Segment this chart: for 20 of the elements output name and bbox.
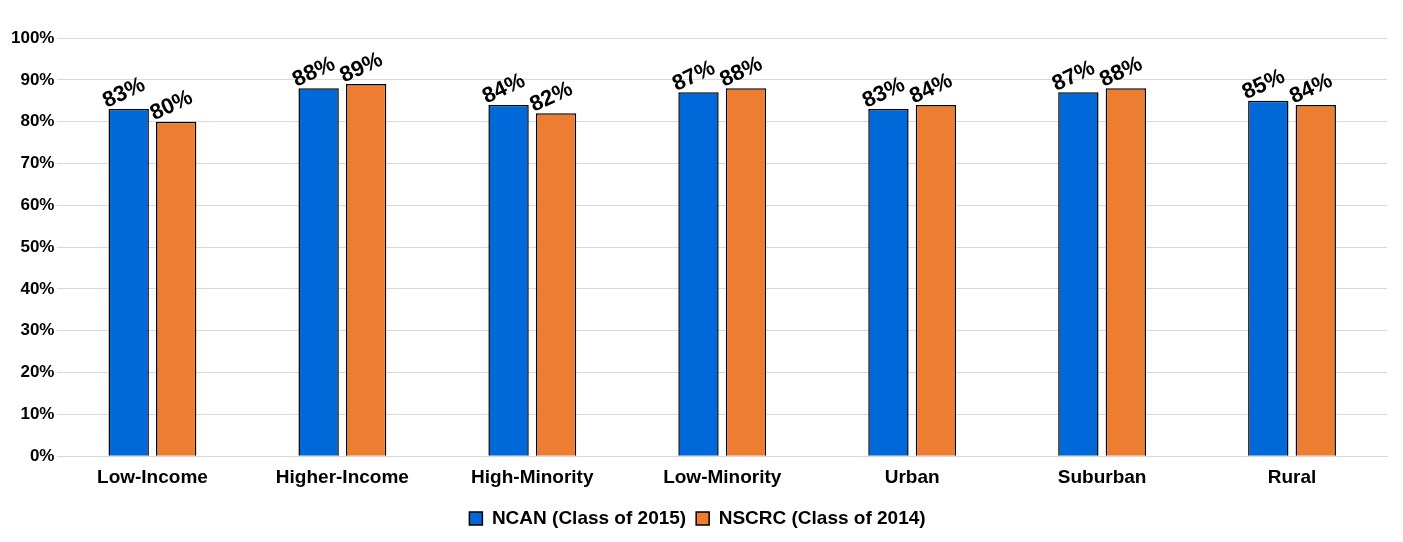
x-tick-label: Low-Minority [663,465,782,487]
x-tick-label: Rural [1267,465,1317,487]
y-tick-label: 80% [20,111,55,131]
x-tick-label: Low-Income [97,465,208,487]
y-tick-label: 100% [11,27,55,47]
y-tick-label: 60% [20,194,55,214]
legend-label: NSCRC (Class of 2014) [718,506,926,528]
x-tick-label: High-Minority [471,465,594,487]
legend-label: NCAN (Class of 2015) [491,506,687,528]
y-tick-label: 90% [20,69,55,89]
y-tick-label: 30% [20,320,55,340]
y-tick-label: 40% [20,278,55,298]
y-tick-label: 0% [29,445,55,465]
y-tick-label: 70% [20,153,55,173]
y-tick-label: 20% [20,362,55,382]
y-tick-label: 10% [20,404,55,424]
y-tick-label: 50% [20,236,55,256]
x-tick-label: Higher-Income [275,465,409,487]
x-tick-label: Suburban [1057,465,1147,487]
x-tick-label: Urban [884,465,940,487]
